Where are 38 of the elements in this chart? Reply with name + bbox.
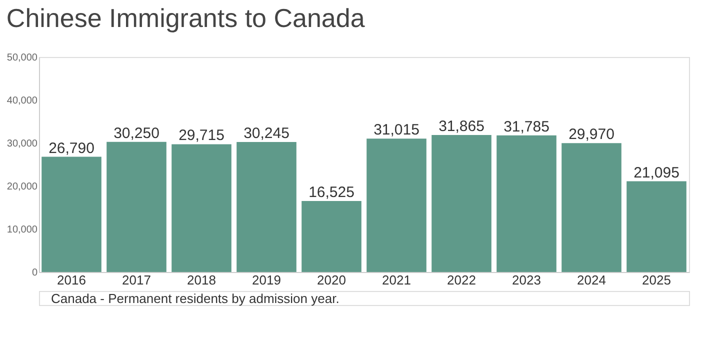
y-tick-label: 50,000 — [6, 52, 38, 64]
data-label: 31,015 — [374, 122, 420, 139]
bar — [236, 142, 296, 272]
data-label: 21,095 — [634, 164, 680, 182]
x-tick-label: 2025 — [642, 272, 671, 288]
y-tick-label: 20,000 — [6, 182, 38, 192]
x-tick-label: 2022 — [447, 272, 476, 288]
bar — [172, 144, 232, 272]
x-tick-label: 2024 — [577, 272, 606, 288]
data-label: 26,790 — [48, 140, 94, 157]
data-label: 31,785 — [504, 118, 550, 136]
bar — [302, 200, 362, 272]
chart-title: Chinese Immigrants to Canada — [6, 3, 366, 33]
y-tick-label: 40,000 — [6, 96, 38, 106]
y-tick-label: 10,000 — [6, 224, 38, 236]
data-label: 29,715 — [178, 127, 224, 144]
bar — [496, 135, 556, 272]
x-tick-label: 2023 — [512, 272, 541, 288]
data-label: 16,525 — [308, 184, 354, 201]
bar — [106, 142, 166, 272]
x-tick-label: 2017 — [122, 272, 151, 288]
x-tick-label: 2020 — [317, 272, 346, 288]
x-tick-label: 2021 — [382, 272, 411, 288]
y-tick-label: 0 — [32, 268, 38, 278]
x-tick-label: 2016 — [57, 272, 86, 288]
bar — [432, 134, 492, 272]
data-label: 30,250 — [114, 124, 160, 142]
bar — [42, 156, 102, 272]
y-tick-label: 30,000 — [6, 138, 38, 150]
bar — [366, 138, 426, 272]
x-tick-label: 2018 — [187, 272, 216, 288]
bar — [562, 143, 622, 272]
x-tick-label: 2019 — [252, 272, 281, 288]
bar — [626, 181, 686, 272]
data-label: 29,970 — [568, 126, 614, 144]
data-label: 31,865 — [438, 118, 484, 135]
data-label: 30,245 — [244, 124, 290, 142]
text: Canada - Permanent residents by admission year. — [51, 291, 340, 306]
